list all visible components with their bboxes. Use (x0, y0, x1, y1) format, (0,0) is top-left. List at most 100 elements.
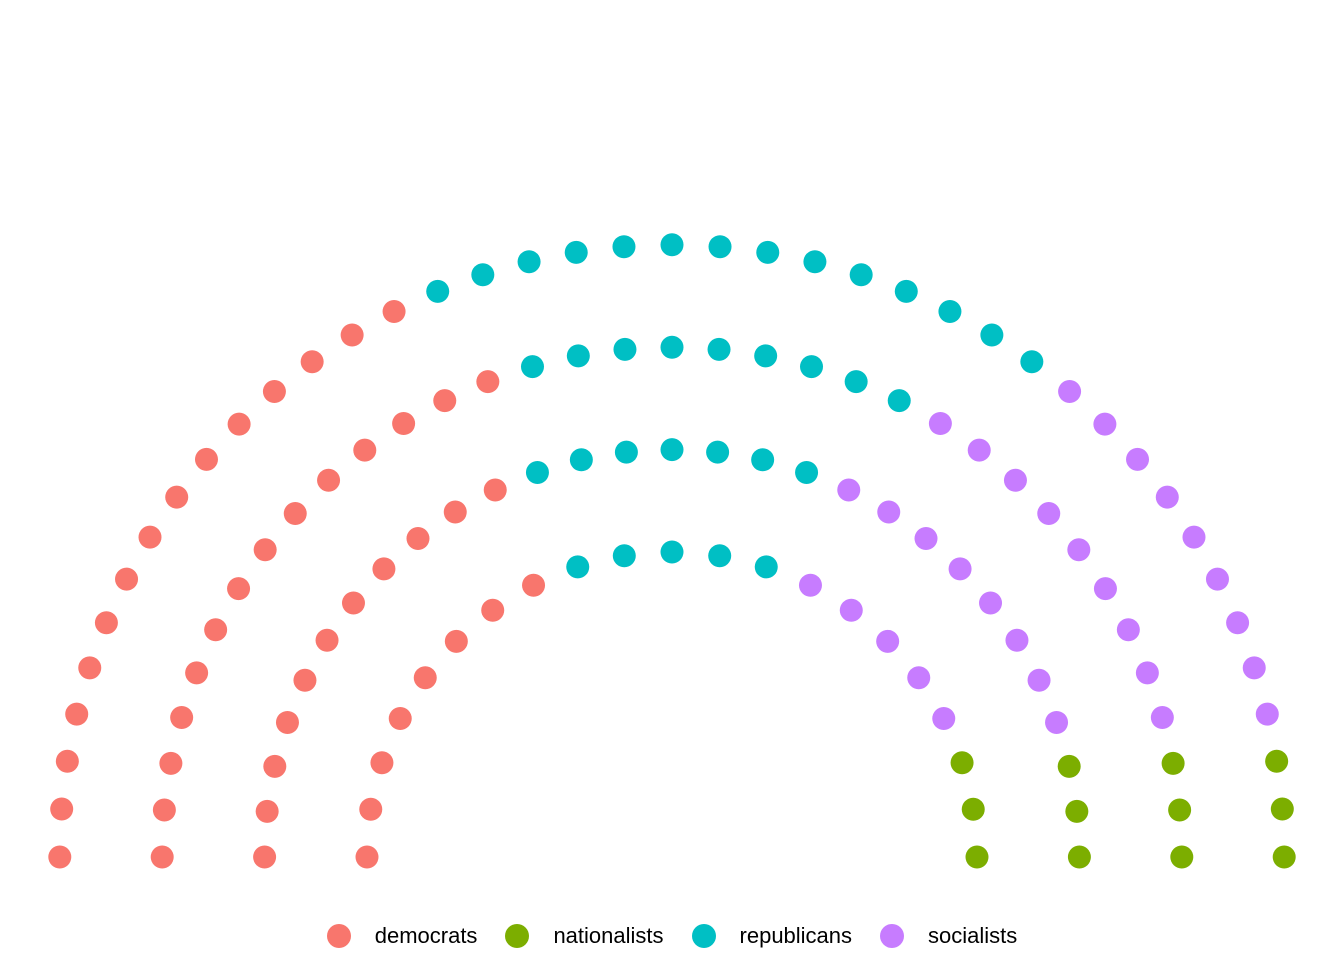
seat-republicans (612, 544, 636, 568)
seat-nationalists (1168, 798, 1192, 822)
legend-item-socialists: socialists (880, 923, 1017, 949)
seat-republicans (800, 355, 824, 379)
legend-label: socialists (928, 923, 1018, 948)
legend-swatch (880, 924, 905, 948)
seat-nationalists (961, 797, 985, 821)
seat-democrats (353, 438, 377, 462)
seat-socialists (1255, 702, 1279, 726)
seat-democrats (382, 300, 406, 324)
seat-republicans (706, 440, 730, 464)
seat-republicans (795, 460, 819, 484)
seat-republicans (887, 389, 911, 413)
seat-nationalists (1057, 754, 1081, 778)
seat-nationalists (1170, 845, 1194, 869)
seat-republicans (708, 235, 732, 259)
seat-socialists (1058, 379, 1082, 403)
seat-republicans (751, 448, 775, 472)
seat-nationalists (1067, 845, 1091, 869)
legend: democrats nationalists republicans socialis… (0, 916, 1344, 956)
seat-democrats (444, 629, 468, 653)
seat-socialists (1242, 656, 1266, 680)
seat-democrats (300, 350, 324, 374)
seat-democrats (275, 710, 299, 734)
seat-nationalists (1272, 845, 1296, 869)
seat-democrats (253, 538, 277, 562)
seat-democrats (94, 611, 118, 635)
seat-socialists (1067, 538, 1091, 562)
seat-democrats (341, 591, 365, 615)
seat-socialists (948, 557, 972, 581)
legend-item-republicans: republicans (691, 923, 852, 949)
seat-republicans (707, 337, 731, 361)
seat-democrats (138, 525, 162, 549)
seat-socialists (907, 666, 931, 690)
seat-nationalists (1065, 799, 1089, 823)
seat-socialists (1027, 668, 1051, 692)
seat-republicans (471, 263, 495, 287)
seat-democrats (185, 661, 209, 685)
seat-republicans (517, 250, 541, 274)
seat-democrats (204, 618, 228, 642)
seat-socialists (837, 478, 861, 502)
seat-socialists (914, 526, 938, 550)
seat-nationalists (1265, 749, 1289, 773)
seat-democrats (483, 478, 507, 502)
seat-democrats (78, 656, 102, 680)
seat-republicans (564, 240, 588, 264)
seat-democrats (359, 797, 383, 821)
seat-republicans (980, 323, 1004, 347)
seat-socialists (979, 591, 1003, 615)
seat-nationalists (950, 751, 974, 775)
legend-item-democrats: democrats (326, 923, 478, 949)
seat-democrats (522, 573, 546, 597)
seat-socialists (877, 500, 901, 524)
seat-democrats (65, 702, 89, 726)
seat-democrats (170, 705, 194, 729)
legend-label: democrats (374, 923, 478, 948)
seat-democrats (255, 799, 279, 823)
parliament-chart (48, 233, 1296, 869)
seat-republicans (612, 235, 636, 259)
seat-nationalists (965, 845, 989, 869)
seat-socialists (928, 412, 952, 436)
seat-socialists (1005, 628, 1029, 652)
seat-nationalists (1270, 797, 1294, 821)
legend-item-nationalists: nationalists (505, 923, 664, 949)
seat-socialists (1155, 485, 1179, 509)
seat-socialists (1093, 412, 1117, 436)
seat-democrats (152, 798, 176, 822)
seat-socialists (1226, 611, 1250, 635)
seat-socialists (876, 629, 900, 653)
seat-democrats (159, 751, 183, 775)
seat-democrats (443, 500, 467, 524)
seat-democrats (227, 577, 251, 601)
legend-swatch (505, 924, 530, 948)
seat-democrats (476, 370, 500, 394)
seat-democrats (340, 323, 364, 347)
seat-socialists (1126, 447, 1150, 471)
seat-republicans (525, 460, 549, 484)
legend-swatch (691, 924, 716, 948)
seat-socialists (798, 573, 822, 597)
seat-republicans (844, 370, 868, 394)
seat-democrats (413, 666, 437, 690)
seat-republicans (754, 344, 778, 368)
seat-republicans (520, 355, 544, 379)
seat-democrats (433, 389, 457, 413)
seat-socialists (1135, 661, 1159, 685)
seat-socialists (932, 707, 956, 731)
seat-democrats (392, 412, 416, 436)
seat-democrats (315, 628, 339, 652)
seat-democrats (262, 379, 286, 403)
seat-democrats (283, 502, 307, 526)
seat-socialists (1037, 502, 1061, 526)
seat-democrats (55, 749, 79, 773)
seat-republicans (1020, 350, 1044, 374)
seat-republicans (569, 448, 593, 472)
seat-socialists (1116, 618, 1140, 642)
seat-republicans (614, 440, 638, 464)
seat-democrats (317, 468, 341, 492)
seat-republicans (938, 300, 962, 324)
seat-socialists (1003, 468, 1027, 492)
seat-republicans (660, 438, 684, 462)
